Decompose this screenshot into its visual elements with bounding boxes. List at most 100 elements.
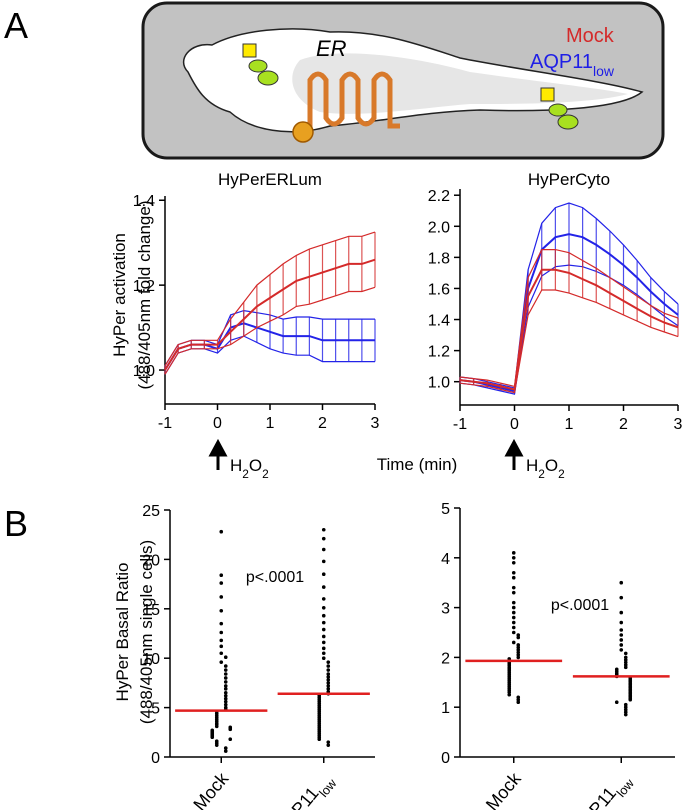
data-point — [619, 595, 624, 600]
data-point — [219, 621, 224, 626]
probe-lobe — [248, 59, 268, 73]
tag-sphere — [292, 121, 314, 143]
data-point — [623, 665, 628, 670]
data-point — [516, 655, 521, 660]
data-point — [219, 608, 224, 613]
data-point — [219, 644, 224, 649]
text-part: AQP11 — [271, 783, 323, 810]
data-point — [223, 680, 228, 684]
data-point — [623, 660, 628, 665]
p-value: p<.0001 — [246, 569, 304, 586]
data-point — [511, 605, 516, 610]
text-part: AQP11 — [568, 783, 620, 810]
data-point — [511, 630, 516, 635]
data-point — [214, 724, 219, 729]
error-bound — [459, 249, 679, 388]
data-point — [511, 560, 516, 565]
data-point — [516, 697, 521, 702]
data-point — [223, 676, 228, 680]
legend-entry: AQP11low — [530, 51, 615, 79]
text-part: Mock — [189, 768, 233, 810]
text-part: H — [526, 456, 538, 475]
y-axis-label: HyPer activation — [110, 233, 129, 357]
x-tick-label: 3 — [674, 416, 683, 433]
x-tick-label: 2 — [619, 416, 628, 433]
p-value: p<.0001 — [551, 597, 609, 614]
data-point — [623, 710, 628, 714]
data-point — [516, 650, 521, 655]
y-axis-label: (488/405nm fold change) — [135, 200, 154, 389]
data-point — [619, 638, 624, 642]
data-point — [619, 620, 624, 625]
probe-lobe — [257, 70, 279, 86]
error-bound — [459, 202, 679, 389]
data-point — [317, 737, 322, 742]
data-point — [511, 615, 516, 620]
data-point — [321, 613, 326, 618]
data-point — [326, 678, 331, 682]
arrow — [208, 438, 228, 470]
data-point — [619, 628, 624, 632]
data-point — [326, 664, 331, 668]
data-point — [321, 640, 326, 645]
y-tick-label: 2 — [441, 650, 450, 667]
y-tick-label: 2.0 — [428, 219, 450, 236]
y-tick-label: 10 — [142, 651, 160, 668]
data-point — [507, 692, 512, 697]
data-point — [321, 572, 326, 577]
x-tick-label: -1 — [158, 415, 172, 432]
text-part: H — [230, 456, 242, 475]
y-tick-label: 1.6 — [428, 281, 450, 298]
chart-title: HyPerERLum — [218, 170, 322, 189]
text-part: O — [545, 456, 558, 475]
data-point — [628, 697, 633, 702]
data-point — [326, 743, 331, 747]
error-bound — [164, 231, 376, 367]
y-axis-label: (488/405nm single cells) — [137, 540, 156, 724]
data-point — [516, 695, 521, 700]
data-point — [219, 595, 224, 599]
subscript: 2 — [262, 467, 269, 481]
data-point — [511, 620, 516, 625]
data-point — [516, 648, 521, 652]
data-point — [511, 600, 516, 605]
data-point — [516, 633, 521, 637]
y-tick-label: 1.0 — [133, 363, 155, 380]
probe-head — [242, 43, 257, 58]
hyper-probe — [242, 43, 279, 86]
data-point — [321, 627, 326, 632]
data-point — [223, 668, 228, 672]
y-tick-label: 1.8 — [428, 250, 450, 267]
data-point — [321, 634, 326, 639]
x-tick-label: 1 — [565, 416, 574, 433]
data-point — [223, 684, 228, 688]
y-tick-label: 1 — [441, 700, 450, 717]
data-point — [619, 643, 624, 647]
data-point — [326, 675, 331, 679]
data-point — [321, 536, 326, 541]
subscript: 2 — [242, 467, 249, 481]
y-tick-label: 5 — [151, 701, 160, 718]
data-point — [223, 699, 228, 704]
data-point — [511, 570, 516, 575]
data-point — [623, 707, 628, 712]
data-point — [219, 660, 224, 664]
data-point — [326, 672, 331, 676]
data-point — [619, 648, 624, 652]
data-point — [623, 702, 628, 707]
y-axis-label: HyPer Basal Ratio — [113, 563, 132, 702]
mean-line — [459, 233, 679, 393]
data-point — [321, 646, 326, 651]
y-tick-label: 5 — [441, 501, 450, 518]
y-tick-label: 4 — [441, 551, 450, 568]
data-point — [223, 672, 228, 676]
annotation: H2O2 — [230, 456, 269, 481]
data-point — [511, 585, 516, 590]
data-point — [223, 693, 228, 698]
data-point — [326, 684, 331, 688]
data-point — [614, 700, 619, 705]
data-point — [321, 656, 326, 660]
data-point — [223, 749, 228, 753]
y-tick-label: 1.4 — [133, 193, 155, 210]
